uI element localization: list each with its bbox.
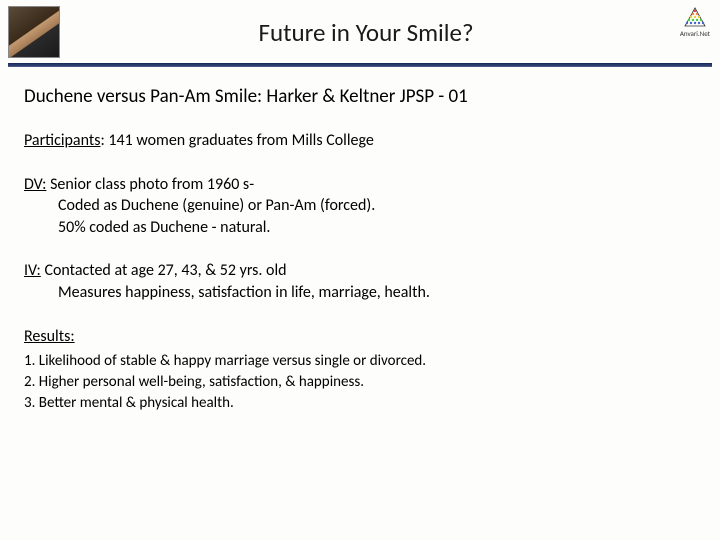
- results-label: Results:: [24, 327, 75, 346]
- iv-label: IV:: [24, 261, 41, 280]
- participants-text: : 141 women graduates from Mills College: [100, 131, 373, 150]
- dv-section: DV: Senior class photo from 1960 s- Code…: [24, 174, 696, 239]
- slide-header: Future in Your Smile?: [0, 0, 720, 58]
- results-list: 1. Likelihood of stable & happy marriage…: [24, 351, 696, 414]
- results-section: Results:: [24, 326, 696, 348]
- dv-label: DV:: [24, 175, 46, 194]
- results-item-1: 1. Likelihood of stable & happy marriage…: [24, 351, 696, 372]
- slide-title: Future in Your Smile?: [60, 17, 672, 48]
- results-item-2: 2. Higher personal well-being, satisfact…: [24, 372, 696, 393]
- dv-heading-line: DV: Senior class photo from 1960 s-: [24, 174, 696, 196]
- participants-label: Participants: [24, 131, 100, 150]
- triangle-icon: [681, 6, 709, 28]
- iv-text: Contacted at age 27, 43, & 52 yrs. old: [41, 261, 287, 280]
- iv-line1: Measures happiness, satisfaction in life…: [24, 282, 696, 304]
- participants-section: Participants: 141 women graduates from M…: [24, 130, 696, 152]
- iv-section: IV: Contacted at age 27, 43, & 52 yrs. o…: [24, 260, 696, 303]
- dv-line2: 50% coded as Duchene - natural.: [24, 217, 696, 239]
- slide-content: Duchene versus Pan-Am Smile: Harker & Ke…: [0, 67, 720, 414]
- dv-line1: Coded as Duchene (genuine) or Pan-Am (fo…: [24, 195, 696, 217]
- brand-name: Anvari.Net: [680, 29, 710, 38]
- results-item-3: 3. Better mental & physical health.: [24, 393, 696, 414]
- brand-logo: Anvari.Net: [680, 6, 710, 38]
- dv-text: Senior class photo from 1960 s-: [46, 175, 254, 194]
- presenter-photo: [8, 6, 60, 58]
- title-container: Future in Your Smile?: [60, 17, 712, 48]
- slide-subtitle: Duchene versus Pan-Am Smile: Harker & Ke…: [24, 85, 696, 108]
- iv-heading-line: IV: Contacted at age 27, 43, & 52 yrs. o…: [24, 260, 696, 282]
